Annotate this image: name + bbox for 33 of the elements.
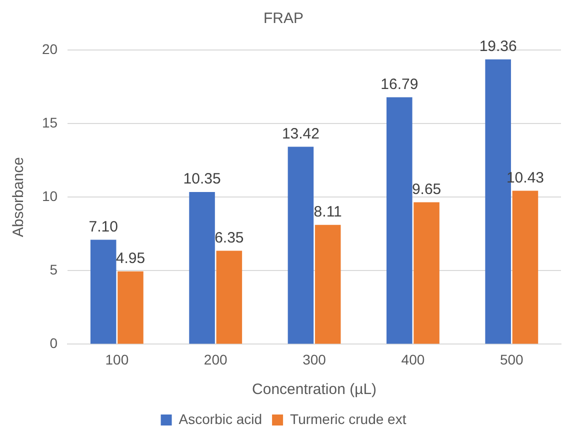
x-tick-label: 500	[500, 351, 524, 368]
bar	[216, 250, 242, 344]
data-label: 8.11	[314, 204, 342, 221]
legend-label: Ascorbic acid	[178, 410, 262, 427]
data-label: 7.10	[88, 218, 118, 236]
bar	[189, 192, 215, 344]
x-tick-label: 200	[204, 351, 228, 368]
y-axis-title: Absorbance	[10, 157, 28, 238]
x-axis-title: Concentration (µL)	[252, 381, 377, 398]
data-label: 9.65	[412, 180, 442, 198]
y-tick-label: 15	[42, 114, 58, 130]
data-label: 6.35	[214, 229, 244, 246]
bar	[118, 271, 144, 344]
data-label: 19.36	[479, 38, 517, 56]
y-tick-label: 0	[50, 335, 58, 352]
chart-title: FRAP	[263, 10, 304, 28]
data-label: 4.95	[116, 250, 146, 268]
data-label: 10.35	[183, 170, 221, 188]
bar	[288, 146, 314, 344]
data-label: 16.79	[380, 76, 418, 93]
x-tick-label: 300	[302, 351, 326, 368]
bar	[414, 202, 440, 344]
y-tick-label: 5	[50, 262, 58, 278]
y-tick-label: 10	[42, 188, 58, 204]
bar	[512, 190, 538, 344]
bar	[90, 240, 116, 344]
legend-label: Turmeric crude ext	[290, 410, 406, 427]
data-label: 13.42	[282, 125, 320, 142]
bar	[314, 224, 341, 344]
y-tick-label: 20	[42, 40, 58, 57]
x-tick-label: 400	[401, 351, 425, 368]
bar	[386, 97, 412, 344]
x-tick-label: 100	[105, 351, 129, 368]
